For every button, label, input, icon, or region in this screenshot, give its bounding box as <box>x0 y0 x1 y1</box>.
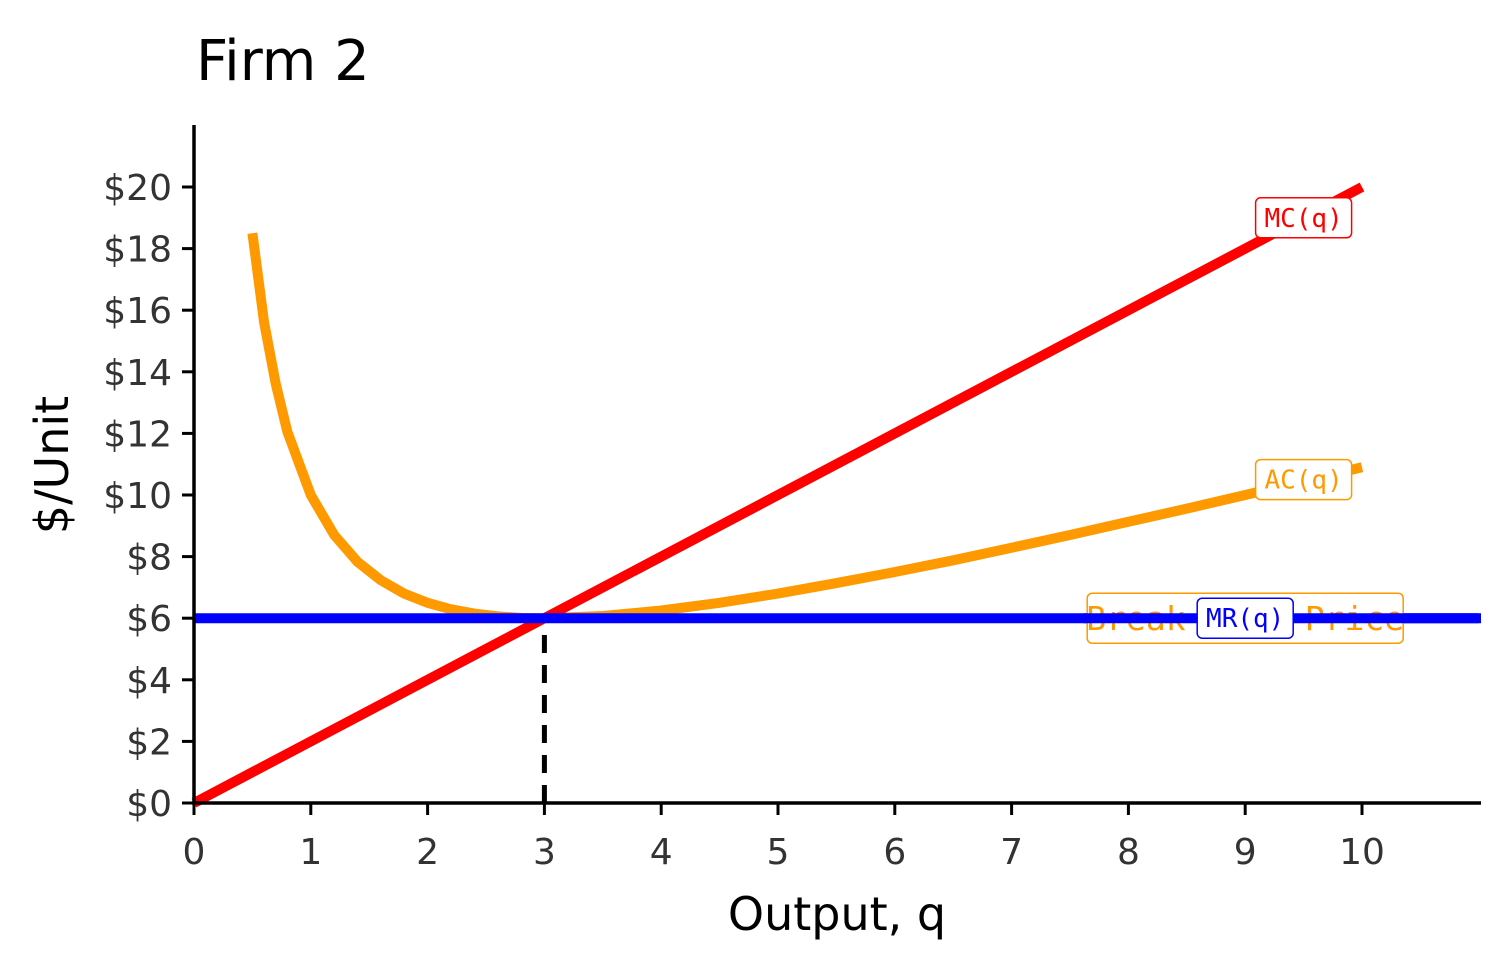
y-tick-label: $6 <box>126 599 172 640</box>
y-tick-label: $18 <box>103 230 172 271</box>
ac-q-label-box <box>1254 458 1353 501</box>
x-axis-title: Output, q <box>728 887 946 941</box>
x-tick-label: 4 <box>650 832 673 873</box>
mr-q-label: MR(q) <box>1206 604 1284 634</box>
x-tick-label: 7 <box>1000 832 1023 873</box>
y-axis-title: $/Unit <box>25 396 79 534</box>
mc-q-label: MC(q) <box>1264 204 1342 234</box>
y-tick-label: $14 <box>103 353 172 394</box>
curve-labels: Break-Even PriceMC(q)AC(q)MR(q) <box>1083 197 1481 644</box>
y-tick-label: $8 <box>126 538 172 579</box>
y-tick-label: $16 <box>103 291 172 332</box>
y-tick-label: $20 <box>103 168 172 209</box>
y-tick-label: $12 <box>103 414 172 455</box>
x-tick-label: 10 <box>1339 832 1385 873</box>
x-tick-label: 9 <box>1234 832 1257 873</box>
ac-q-label: AC(q) <box>1264 466 1342 496</box>
y-tick-label: $2 <box>126 722 172 763</box>
mr-q-label-box <box>1196 597 1294 639</box>
y-tick-label: $10 <box>103 476 172 517</box>
x-tick-label: 0 <box>183 832 206 873</box>
x-tick-label: 6 <box>883 832 906 873</box>
y-axis-ticks: $0 $2 $4 $6 $8 $10 $12 $14 $16 $18 $20 <box>103 168 194 825</box>
plot-area <box>191 182 1479 808</box>
x-tick-label: 3 <box>533 832 556 873</box>
y-tick-label: $4 <box>126 661 172 702</box>
x-tick-label: 5 <box>767 832 790 873</box>
mc-q-label-box <box>1254 197 1353 239</box>
x-tick-label: 8 <box>1117 832 1140 873</box>
x-tick-label: 2 <box>416 832 439 873</box>
x-axis-ticks: 0 1 2 3 4 5 6 7 8 9 10 <box>183 803 1385 873</box>
y-tick-label: $0 <box>126 784 172 825</box>
mc-q-curve <box>191 182 1365 808</box>
ac-q-curve <box>247 232 1364 624</box>
chart-title: Firm 2 <box>196 29 370 94</box>
x-tick-label: 1 <box>299 832 322 873</box>
